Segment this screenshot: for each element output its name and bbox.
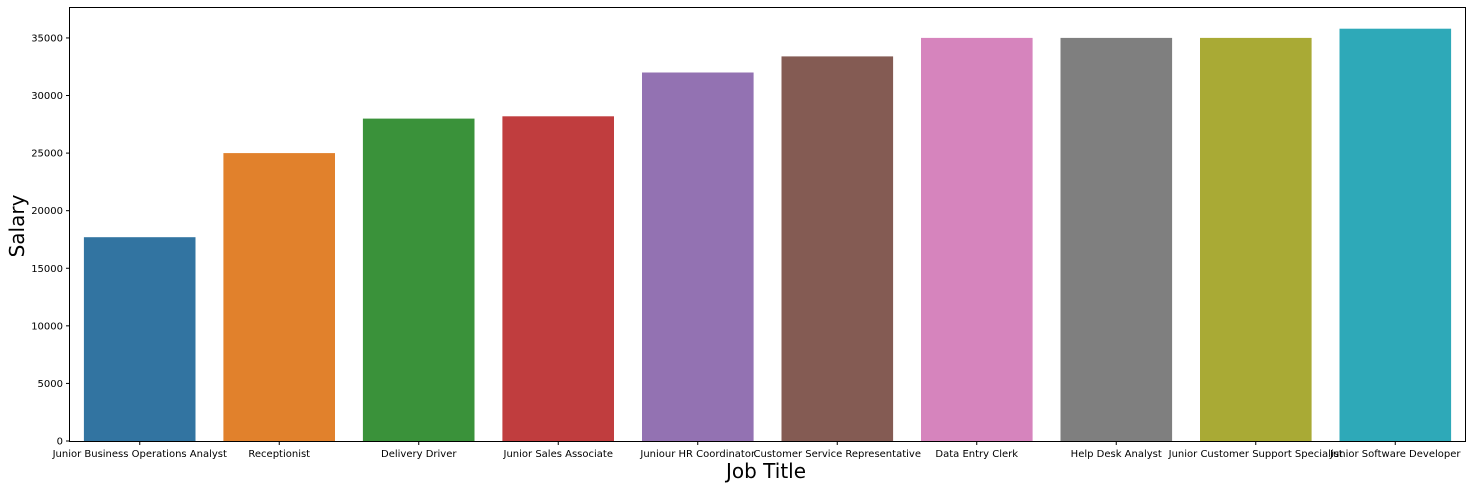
- bar-10: [1339, 28, 1452, 441]
- plot-frame: [69, 7, 1466, 442]
- y-tick-label: 20000: [31, 206, 63, 217]
- y-tick-label: 35000: [31, 33, 63, 44]
- x-tick-label: Data Entry Clerk: [935, 449, 1018, 460]
- bar-1: [83, 237, 196, 441]
- bar-5: [642, 72, 754, 441]
- bar-4: [502, 116, 614, 442]
- bar-3: [362, 118, 475, 441]
- x-tick-label: Junior Business Operations Analyst: [52, 449, 227, 460]
- y-axis-label: Salary: [5, 194, 29, 257]
- bar-8: [1060, 37, 1173, 442]
- bar-7: [921, 37, 1033, 442]
- x-tick-label: Junior Software Developer: [1329, 449, 1461, 460]
- x-tick-label: Receptionist: [248, 449, 310, 460]
- bars-group: [83, 28, 1452, 442]
- x-tick-label: Help Desk Analyst: [1071, 449, 1162, 460]
- y-tick-label: 10000: [31, 321, 63, 332]
- x-axis-ticks: Junior Business Operations Analyst Recept…: [52, 441, 1461, 460]
- y-tick-label: 5000: [38, 379, 63, 390]
- bar-6: [781, 56, 894, 442]
- y-tick-label: 25000: [31, 149, 63, 160]
- x-tick-label: Delivery Driver: [381, 449, 457, 460]
- bar-2: [223, 153, 335, 441]
- bar-9: [1200, 37, 1312, 442]
- x-axis-label: Job Title: [724, 459, 806, 483]
- x-tick-label: Juniour HR Coordinator: [639, 449, 756, 460]
- y-tick-label: 0: [57, 437, 63, 448]
- x-tick-label: Customer Service Representative: [754, 449, 921, 460]
- y-tick-label: 30000: [31, 91, 63, 102]
- x-tick-label: Junior Sales Associate: [503, 449, 613, 460]
- x-tick-label: Junior Customer Support Specialist: [1168, 449, 1343, 460]
- y-tick-label: 15000: [31, 264, 63, 275]
